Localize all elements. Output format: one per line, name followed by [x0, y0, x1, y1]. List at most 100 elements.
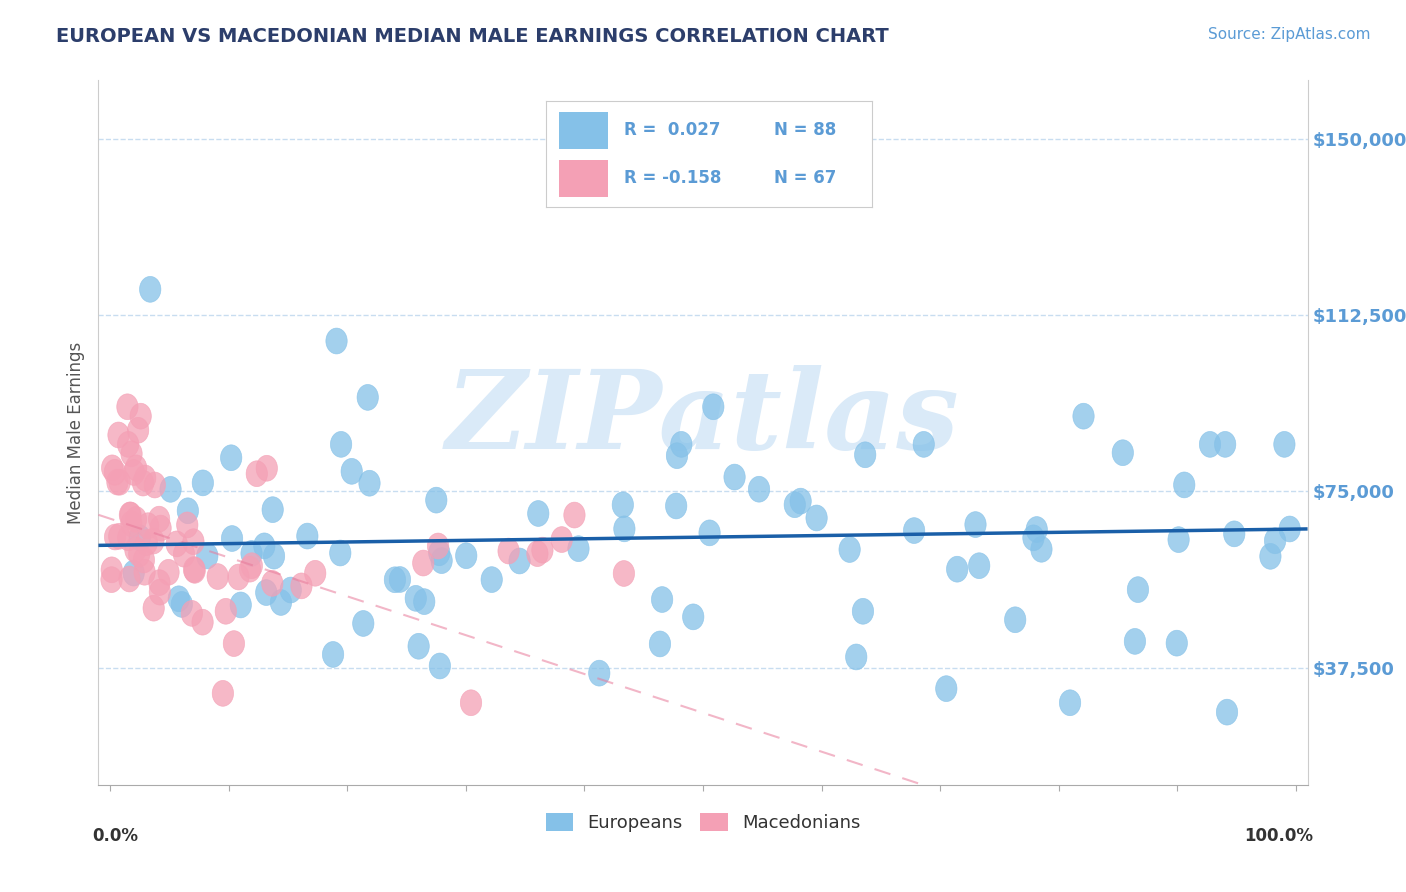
Ellipse shape	[262, 497, 284, 523]
Ellipse shape	[384, 566, 405, 592]
Ellipse shape	[118, 432, 139, 458]
Ellipse shape	[149, 579, 170, 605]
Ellipse shape	[527, 500, 548, 526]
Ellipse shape	[839, 537, 860, 563]
Ellipse shape	[703, 394, 724, 420]
Ellipse shape	[408, 633, 429, 659]
Ellipse shape	[118, 566, 141, 592]
Ellipse shape	[389, 566, 411, 592]
Ellipse shape	[138, 513, 159, 539]
Ellipse shape	[330, 432, 352, 458]
Ellipse shape	[108, 524, 129, 549]
Ellipse shape	[134, 559, 155, 585]
Ellipse shape	[531, 537, 553, 563]
Text: Source: ZipAtlas.com: Source: ZipAtlas.com	[1208, 27, 1371, 42]
Ellipse shape	[1199, 432, 1220, 458]
Ellipse shape	[589, 660, 610, 686]
Y-axis label: Median Male Earnings: Median Male Earnings	[66, 342, 84, 524]
Ellipse shape	[117, 394, 138, 420]
Ellipse shape	[177, 498, 198, 524]
Ellipse shape	[790, 488, 811, 514]
Ellipse shape	[125, 537, 146, 563]
Ellipse shape	[246, 461, 267, 487]
Text: 100.0%: 100.0%	[1244, 827, 1313, 846]
Ellipse shape	[270, 590, 291, 615]
Ellipse shape	[1112, 440, 1133, 466]
Ellipse shape	[228, 564, 249, 590]
Ellipse shape	[1260, 543, 1281, 569]
Ellipse shape	[242, 553, 263, 579]
Ellipse shape	[297, 523, 318, 549]
Ellipse shape	[215, 599, 236, 624]
Ellipse shape	[806, 505, 827, 531]
Ellipse shape	[405, 585, 426, 611]
Ellipse shape	[426, 487, 447, 513]
Ellipse shape	[160, 476, 181, 502]
Ellipse shape	[305, 560, 326, 586]
Ellipse shape	[177, 512, 198, 538]
Ellipse shape	[413, 589, 434, 615]
Ellipse shape	[291, 573, 312, 599]
Ellipse shape	[128, 541, 150, 567]
Ellipse shape	[135, 465, 156, 491]
Ellipse shape	[568, 536, 589, 562]
Legend: Europeans, Macedonians: Europeans, Macedonians	[538, 805, 868, 839]
Text: 0.0%: 0.0%	[93, 827, 138, 846]
Text: EUROPEAN VS MACEDONIAN MEDIAN MALE EARNINGS CORRELATION CHART: EUROPEAN VS MACEDONIAN MEDIAN MALE EARNI…	[56, 27, 889, 45]
Ellipse shape	[613, 560, 634, 586]
Ellipse shape	[665, 493, 688, 519]
Ellipse shape	[207, 564, 228, 590]
Ellipse shape	[224, 631, 245, 657]
Ellipse shape	[150, 516, 172, 541]
Ellipse shape	[481, 566, 502, 592]
Ellipse shape	[193, 470, 214, 496]
Ellipse shape	[104, 459, 125, 485]
Ellipse shape	[699, 520, 720, 546]
Ellipse shape	[852, 599, 873, 624]
Ellipse shape	[181, 600, 202, 626]
Ellipse shape	[129, 403, 152, 429]
Ellipse shape	[121, 511, 142, 537]
Ellipse shape	[143, 595, 165, 621]
Ellipse shape	[183, 529, 204, 555]
Ellipse shape	[429, 653, 450, 679]
Ellipse shape	[122, 560, 145, 586]
Ellipse shape	[1022, 524, 1045, 550]
Ellipse shape	[412, 550, 434, 576]
Ellipse shape	[121, 441, 142, 467]
Ellipse shape	[125, 455, 146, 481]
Ellipse shape	[904, 517, 925, 543]
Ellipse shape	[1264, 528, 1285, 554]
Ellipse shape	[136, 530, 157, 556]
Ellipse shape	[221, 445, 242, 471]
Ellipse shape	[359, 470, 380, 496]
Ellipse shape	[139, 277, 160, 302]
Ellipse shape	[357, 384, 378, 410]
Ellipse shape	[666, 442, 688, 468]
Ellipse shape	[1166, 631, 1188, 657]
Ellipse shape	[221, 525, 243, 551]
Ellipse shape	[128, 417, 149, 443]
Ellipse shape	[104, 524, 125, 550]
Ellipse shape	[239, 557, 260, 582]
Ellipse shape	[1059, 690, 1081, 715]
Ellipse shape	[935, 676, 957, 702]
Ellipse shape	[107, 469, 128, 495]
Ellipse shape	[118, 524, 139, 550]
Ellipse shape	[256, 455, 277, 481]
Ellipse shape	[212, 681, 233, 706]
Ellipse shape	[651, 587, 673, 613]
Ellipse shape	[1031, 536, 1052, 562]
Ellipse shape	[101, 557, 122, 582]
Ellipse shape	[184, 558, 205, 583]
Ellipse shape	[108, 422, 129, 448]
Ellipse shape	[120, 502, 141, 528]
Ellipse shape	[280, 577, 301, 603]
Ellipse shape	[256, 580, 277, 606]
Ellipse shape	[456, 543, 477, 568]
Ellipse shape	[132, 470, 153, 496]
Ellipse shape	[1168, 526, 1189, 552]
Ellipse shape	[134, 547, 155, 573]
Ellipse shape	[1125, 629, 1146, 655]
Ellipse shape	[724, 464, 745, 490]
